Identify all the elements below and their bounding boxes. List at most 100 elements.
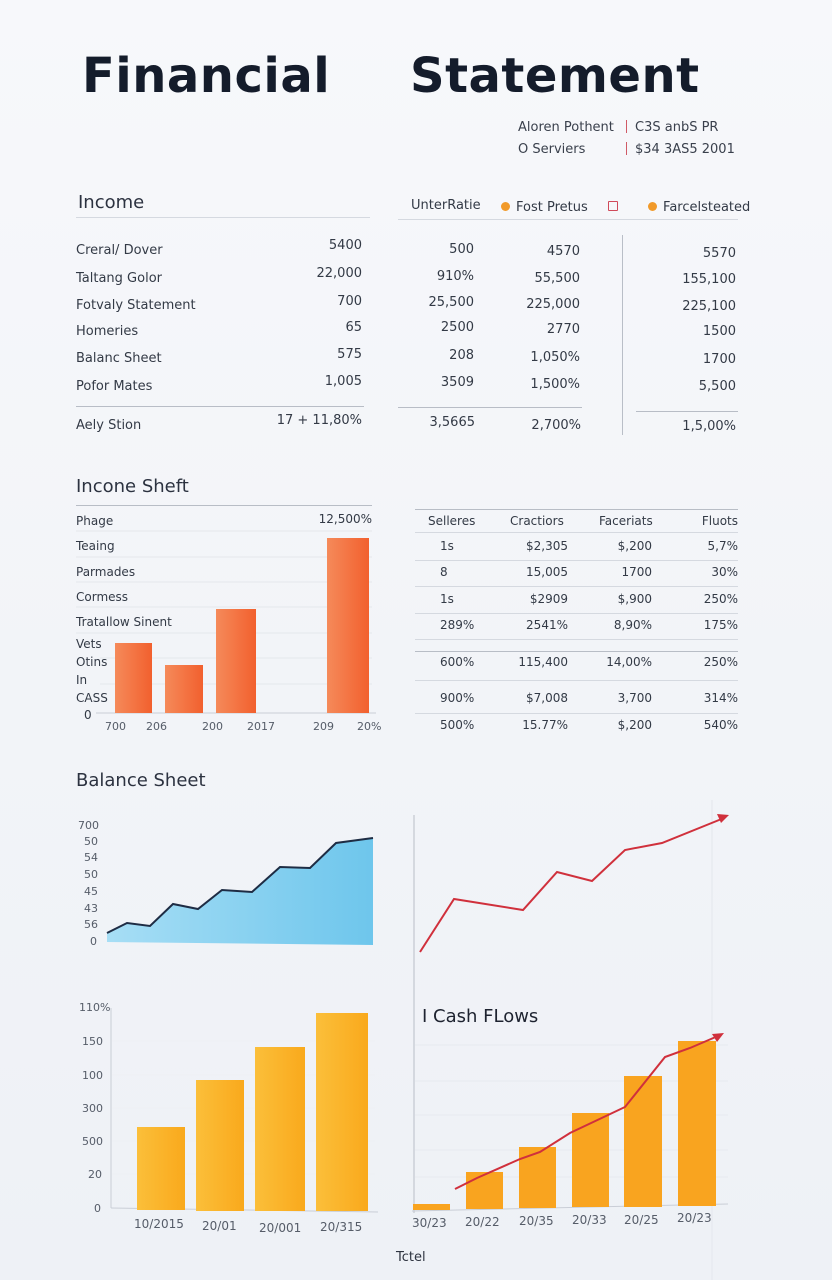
cash-trend-line xyxy=(454,1035,719,1190)
ratio-cell: 1500 xyxy=(702,324,736,339)
svg-text:20/315: 20/315 xyxy=(320,1220,362,1234)
ratios-total-c3: 1,5,00% xyxy=(682,419,736,434)
series-cell: 30% xyxy=(711,565,738,579)
income-sheet-divider xyxy=(76,505,372,506)
svg-text:200: 200 xyxy=(202,720,223,733)
ratio-cell: 208 xyxy=(449,348,474,363)
meta-separator xyxy=(626,142,627,155)
yellow-chart-y-ticks: 110% 150 100 300 500 20 0 xyxy=(79,1001,110,1215)
column-header: Faceriats xyxy=(599,514,653,528)
income-sheet-bars xyxy=(115,538,369,713)
legend-label: Fost Pretus xyxy=(516,200,588,215)
series-cell: 175% xyxy=(703,618,738,632)
ratios-table: 500 4570 5570 910% 55,500 155,100 25,500… xyxy=(398,240,738,410)
svg-text:110%: 110% xyxy=(79,1001,110,1014)
ratios-total-divider-left xyxy=(398,407,582,408)
cash-chart-x-axis xyxy=(411,1203,729,1212)
ratio-cell: 5,500 xyxy=(698,379,736,394)
meta-service: O Serviers xyxy=(518,142,586,157)
svg-text:43: 43 xyxy=(84,902,98,915)
arrow-head-icon xyxy=(712,1033,724,1042)
row-label: Fotvaly Statement xyxy=(76,298,196,313)
row-value: 5400 xyxy=(328,238,362,253)
series-cell: 1700 xyxy=(621,565,652,579)
income-total-divider xyxy=(76,406,364,407)
series-divider xyxy=(415,639,738,640)
svg-text:2017: 2017 xyxy=(247,720,275,733)
series-cell: 5,7% xyxy=(707,539,739,553)
svg-text:20%: 20% xyxy=(357,720,381,733)
row-value: 1,005 xyxy=(324,374,362,389)
meta-code: C3S anbS PR xyxy=(635,120,719,135)
ratio-cell: 2500 xyxy=(440,320,474,335)
yellow-chart-x-ticks: 10/2015 20/01 20/001 20/315 xyxy=(134,1217,362,1235)
svg-text:45: 45 xyxy=(84,885,98,898)
series-cell: 3,700 xyxy=(617,691,652,705)
row-label: Creral/ Dover xyxy=(76,243,163,258)
cash-flows-title: I Cash FLows xyxy=(422,1006,539,1027)
ratios-header: UnterRatie xyxy=(411,198,481,213)
svg-text:20/01: 20/01 xyxy=(202,1219,237,1233)
series-cell: $,900 xyxy=(617,592,652,606)
chart-row-label: Phage xyxy=(76,514,114,528)
series-divider xyxy=(415,560,738,561)
orange-dot-icon xyxy=(648,202,658,211)
svg-text:0: 0 xyxy=(94,1202,101,1215)
series-cell: 8,90% xyxy=(613,618,652,632)
chart-annotation: 12,500% xyxy=(318,512,372,526)
series-divider xyxy=(415,680,738,681)
column-header: Selleres xyxy=(428,514,476,528)
svg-text:300: 300 xyxy=(82,1102,103,1115)
ratios-total-c1: 3,5665 xyxy=(429,415,476,430)
svg-text:209: 209 xyxy=(313,720,334,733)
series-cell: $,200 xyxy=(617,718,652,732)
svg-text:20/25: 20/25 xyxy=(624,1213,659,1227)
series-section-divider xyxy=(415,651,738,652)
meta-number: $34 3AS5 2001 xyxy=(635,142,735,157)
series-divider xyxy=(415,713,738,714)
series-cell: 500% xyxy=(440,718,475,732)
ratio-cell: 1,500% xyxy=(530,377,580,392)
red-square-icon xyxy=(607,201,618,211)
balance-line xyxy=(106,837,374,934)
footer-total-label: Tctel xyxy=(396,1250,426,1265)
ratio-cell: 55,500 xyxy=(534,271,581,286)
row-label: Taltang Golor xyxy=(76,271,162,286)
row-label: Pofor Mates xyxy=(76,379,153,394)
chart-row-label: 0 xyxy=(84,708,92,722)
svg-text:50: 50 xyxy=(84,868,98,881)
series-divider xyxy=(415,613,738,614)
series-cell: 115,400 xyxy=(518,655,568,669)
balance-y-ticks: 700 50 54 50 45 43 56 0 xyxy=(78,819,99,948)
series-cell: 540% xyxy=(703,718,738,732)
column-header: Cractiors xyxy=(510,514,564,528)
meta-company: Aloren Pothent xyxy=(518,120,614,135)
column-header: Fluots xyxy=(701,514,738,528)
ratios-total-divider-right xyxy=(636,411,738,412)
svg-text:0: 0 xyxy=(90,935,97,948)
svg-text:206: 206 xyxy=(146,720,167,733)
ratio-cell: 2770 xyxy=(546,322,580,337)
page-title-right: Statement xyxy=(410,48,700,104)
series-cell: 250% xyxy=(703,655,738,669)
arrow-head-icon xyxy=(717,814,729,823)
ratio-cell: 500 xyxy=(449,242,474,257)
series-cell: 14,00% xyxy=(606,655,652,669)
yellow-chart-bars xyxy=(137,1013,368,1211)
series-cell: 250% xyxy=(703,592,738,606)
series-cell: 2541% xyxy=(526,618,568,632)
balance-sheet-title: Balance Sheet xyxy=(76,770,206,791)
ratio-cell: 225,100 xyxy=(682,299,736,314)
series-cell: 289% xyxy=(440,618,475,632)
svg-text:700: 700 xyxy=(78,819,99,832)
svg-text:500: 500 xyxy=(82,1135,103,1148)
trend-line xyxy=(419,817,725,953)
series-cell: 1s xyxy=(440,539,454,553)
chart-row-label: Tratallow Sinent xyxy=(76,615,172,629)
ratio-cell: 3509 xyxy=(440,375,474,390)
series-cell: 8 xyxy=(440,565,448,579)
ratios-header-divider xyxy=(398,219,738,220)
ratio-cell: 1,050% xyxy=(530,350,580,365)
